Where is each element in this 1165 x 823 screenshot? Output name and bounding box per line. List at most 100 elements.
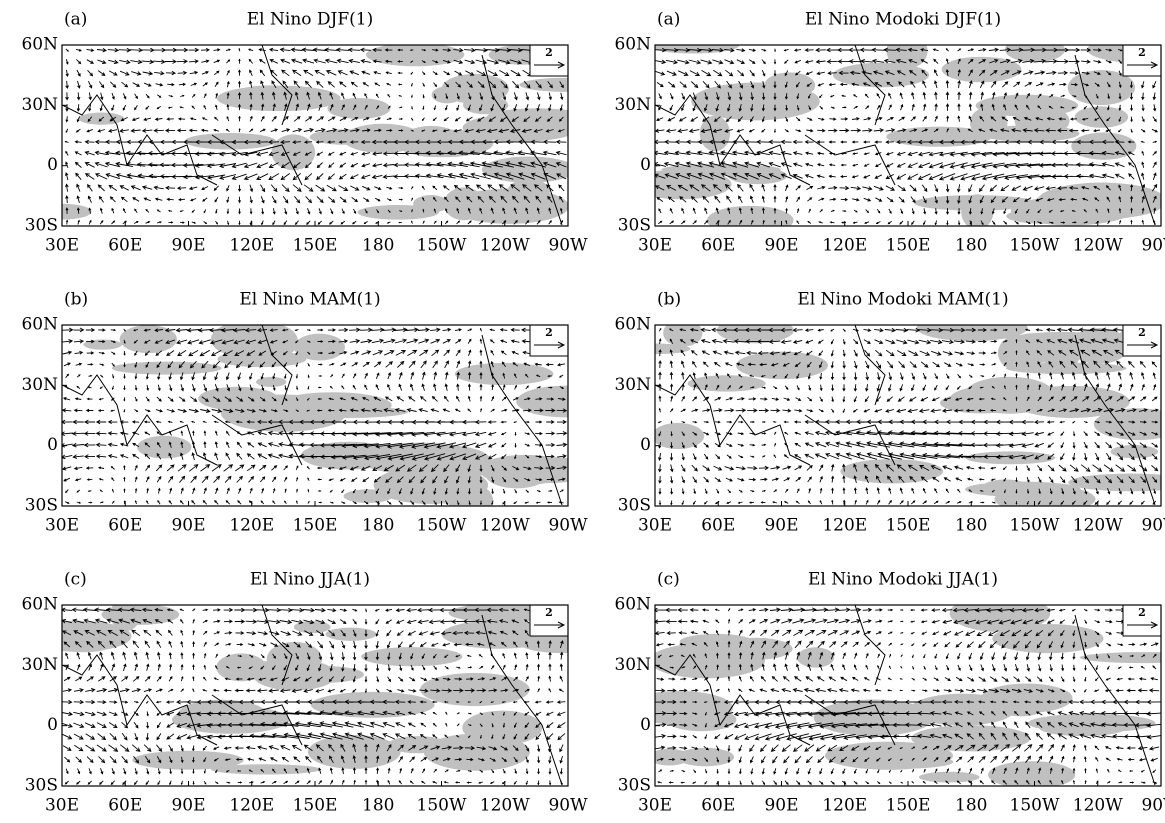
x-tick-label: 120E xyxy=(229,236,274,256)
coastline xyxy=(655,45,1156,226)
map-area xyxy=(62,325,568,506)
shaded-area xyxy=(62,641,109,653)
x-tick-label: 150E xyxy=(293,236,338,256)
shaded-area xyxy=(936,702,1011,714)
x-tick-label: 180 xyxy=(362,236,394,256)
shaded-area xyxy=(519,77,568,92)
x-tick-label: 90E xyxy=(171,516,205,536)
reference-arrow xyxy=(534,341,566,349)
shaded-area xyxy=(655,649,744,672)
x-tick-label: 120E xyxy=(822,236,867,256)
y-tick-label: 60N xyxy=(21,35,58,55)
shaded-area xyxy=(184,132,276,150)
y-tick-label: 0 xyxy=(640,155,651,175)
x-tick-label: 60E xyxy=(108,796,142,816)
shaded-area xyxy=(516,385,568,418)
shaded-area xyxy=(307,735,401,769)
x-tick-label: 90E xyxy=(171,236,205,256)
y-tick-label: 30N xyxy=(614,655,651,675)
y-tick-label: 30N xyxy=(21,655,58,675)
reference-box xyxy=(529,44,569,77)
y-tick-label: 30S xyxy=(618,496,651,516)
shaded-area xyxy=(1068,473,1161,492)
x-tick-label: 60E xyxy=(701,796,735,816)
shaded-area xyxy=(310,691,435,718)
reference-arrow xyxy=(1127,621,1159,629)
x-tick-label: 120W xyxy=(480,516,530,536)
x-tick-label: 120W xyxy=(480,796,530,816)
x-tick-label: 30E xyxy=(45,236,79,256)
shaded-area xyxy=(969,106,1008,139)
shaded-area xyxy=(474,739,526,766)
x-tick-label: 150E xyxy=(886,516,931,536)
reference-label: 2 xyxy=(545,326,553,339)
x-tick-label: 90E xyxy=(764,236,798,256)
shaded-area xyxy=(462,95,509,115)
shaded-area xyxy=(655,748,690,766)
shaded-area xyxy=(735,351,828,380)
x-tick-label: 30E xyxy=(638,236,672,256)
panel-label: (b) xyxy=(64,290,88,310)
y-tick-label: 0 xyxy=(640,715,651,735)
shaded-area xyxy=(132,750,244,770)
shaded-area xyxy=(1071,132,1137,160)
x-tick-label: 90E xyxy=(764,516,798,536)
shaded-area xyxy=(1042,340,1080,372)
x-tick-label: 60E xyxy=(108,516,142,536)
x-tick-label: 90E xyxy=(171,796,205,816)
shaded-area xyxy=(832,62,930,88)
shaded-area xyxy=(796,647,835,668)
x-tick-label: 90W xyxy=(548,236,588,256)
shaded-area xyxy=(137,435,192,459)
y-tick-label: 0 xyxy=(47,435,58,455)
shaded-area xyxy=(687,375,766,392)
x-tick-label: 30E xyxy=(45,516,79,536)
reference-box xyxy=(529,324,569,357)
shaded-area xyxy=(1074,106,1129,128)
shaded-area xyxy=(420,672,530,707)
y-tick-label: 30S xyxy=(25,496,58,516)
shaded-area xyxy=(234,85,301,108)
x-tick-label: 30E xyxy=(638,516,672,536)
shaded-area xyxy=(1010,196,1132,226)
shaded-area xyxy=(886,45,928,69)
shaded-area xyxy=(1093,408,1161,441)
panel-label: (c) xyxy=(657,570,680,590)
wind-vectors xyxy=(655,47,1158,226)
y-tick-label: 0 xyxy=(47,715,58,735)
x-tick-label: 180 xyxy=(955,236,987,256)
shaded-area xyxy=(224,661,294,675)
map-area xyxy=(655,605,1161,786)
wind-vectors xyxy=(657,327,1159,506)
shaded-area xyxy=(655,422,705,450)
y-tick-label: 0 xyxy=(640,435,651,455)
x-tick-label: 60E xyxy=(701,516,735,536)
shaded-area xyxy=(949,605,1051,632)
x-tick-label: 90W xyxy=(1141,236,1165,256)
x-tick-label: 150W xyxy=(1010,796,1060,816)
shaded-area xyxy=(373,466,489,504)
map-area xyxy=(62,605,568,786)
shaded-area xyxy=(357,204,439,220)
panel-title: El Nino DJF(1) xyxy=(247,10,373,30)
shaded-area xyxy=(706,205,794,226)
y-tick-label: 30N xyxy=(614,375,651,395)
map-area xyxy=(655,325,1161,506)
x-tick-label: 60E xyxy=(108,236,142,256)
x-tick-label: 150W xyxy=(1010,236,1060,256)
panel-title: El Nino Modoki JJA(1) xyxy=(808,570,998,590)
y-tick-label: 30S xyxy=(25,216,58,236)
shaded-area xyxy=(941,56,1022,83)
shaded-area xyxy=(210,764,321,775)
y-tick-label: 30S xyxy=(618,216,651,236)
shaded-area xyxy=(342,123,424,154)
y-tick-label: 60N xyxy=(21,595,58,615)
shaded-area xyxy=(327,97,391,119)
y-tick-label: 30N xyxy=(21,375,58,395)
x-tick-label: 120E xyxy=(822,796,867,816)
